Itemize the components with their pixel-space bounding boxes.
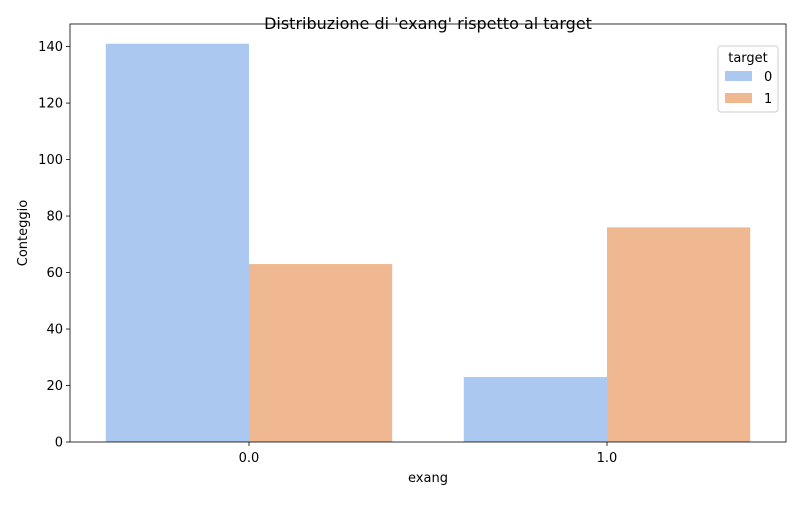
legend-title: target [728,51,768,66]
y-tick-label: 140 [38,40,63,55]
legend-label-0: 0 [764,70,772,85]
bars-group [105,43,751,443]
bar-1.0-target-0 [463,377,607,442]
legend: target 0 1 [717,45,779,113]
y-tick-label: 100 [38,153,63,168]
bar-0.0-target-0 [105,43,249,443]
y-tick-label: 120 [38,97,63,112]
y-tick-label: 40 [46,323,63,338]
x-ticks: 0.0 1.0 [239,442,618,466]
plot-area-frame [69,23,787,443]
y-ticks: 0 20 40 60 80 100 120 140 [38,40,70,451]
x-tick-label: 0.0 [239,451,260,466]
y-axis-label: Conteggio [16,200,31,266]
legend-swatch-0 [725,71,752,81]
legend-label-1: 1 [764,92,772,107]
bar-1.0-target-1 [607,227,751,442]
y-tick-label: 20 [46,379,63,394]
chart-title: Distribuzione di 'exang' rispetto al tar… [264,14,592,33]
bar-0.0-target-1 [249,264,393,442]
legend-swatch-1 [725,93,752,103]
y-tick-label: 80 [46,210,63,225]
x-axis-label: exang [408,471,448,486]
y-tick-label: 0 [55,436,63,451]
x-tick-label: 1.0 [597,451,618,466]
y-tick-label: 60 [46,266,63,281]
